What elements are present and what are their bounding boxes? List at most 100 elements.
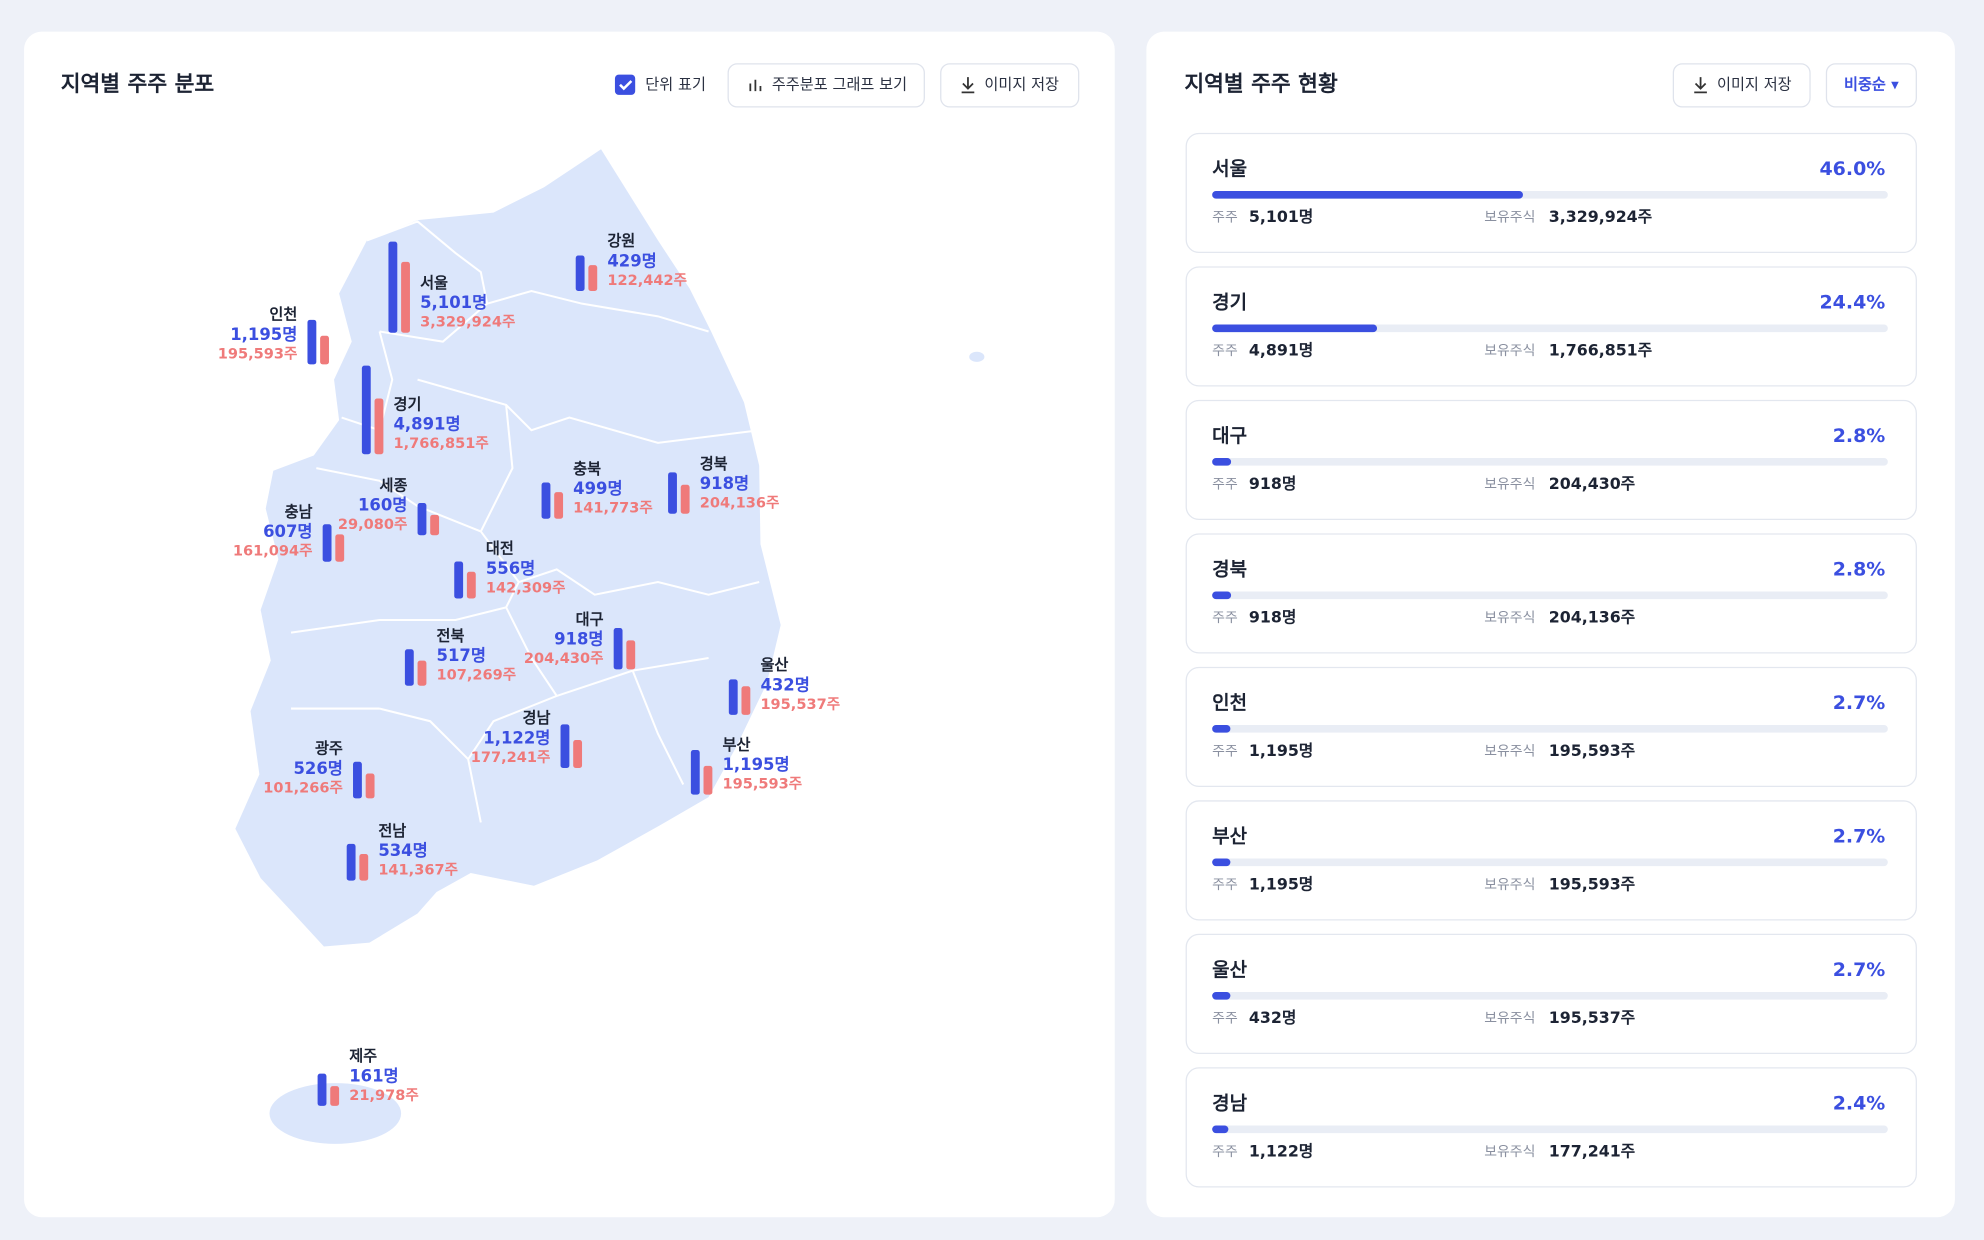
korea-map	[235, 149, 985, 1144]
holders-caption: 주주	[1212, 610, 1238, 626]
shares-bar	[626, 640, 636, 670]
progress-track	[1212, 725, 1888, 733]
shares-bar	[554, 492, 564, 519]
small-island	[969, 351, 985, 362]
holders-label: 1,122명	[483, 728, 550, 747]
region-name: 경북	[1212, 559, 1247, 581]
shares-bar	[430, 514, 440, 536]
shares-bar	[741, 686, 751, 715]
region-name: 경남	[522, 709, 550, 727]
region-name: 전북	[437, 627, 465, 645]
percent-label: 2.7%	[1833, 692, 1886, 714]
region-name: 울산	[760, 656, 788, 674]
region-name: 경기	[1212, 292, 1247, 314]
region-name: 인천	[1212, 692, 1247, 714]
progress-bar	[1212, 725, 1231, 733]
region-name: 부산	[1212, 826, 1247, 848]
shares-label: 122,442주	[607, 272, 687, 289]
unit-toggle[interactable]: 단위 표기	[614, 74, 706, 95]
shares-bar	[365, 773, 375, 799]
download-icon	[1694, 77, 1707, 94]
shares-label: 141,367주	[378, 862, 458, 879]
holders-bar	[388, 241, 398, 333]
shares-label: 195,537주	[760, 696, 840, 713]
region-name: 제주	[349, 1047, 377, 1065]
holders-bar	[361, 365, 371, 455]
region-name: 대구	[576, 611, 604, 629]
region-name: 울산	[1212, 959, 1247, 981]
holders-label: 517명	[437, 646, 486, 665]
checkbox[interactable]	[614, 74, 636, 95]
button-frame[interactable]	[940, 63, 1080, 108]
holders-label: 161명	[349, 1066, 398, 1085]
shares-label: 161,094주	[233, 543, 313, 560]
jeju-island	[269, 1083, 402, 1144]
sort-button[interactable]: 비중순 ▾	[1825, 63, 1917, 108]
holders-value: 918명	[1249, 608, 1297, 627]
holders-value: 918명	[1249, 474, 1297, 493]
holders-label: 607명	[263, 522, 312, 541]
region-name: 전남	[378, 822, 406, 840]
percent-label: 24.4%	[1819, 292, 1885, 314]
status-card: 울산 2.7% 주주 432명 보유주식 195,537주	[1185, 933, 1917, 1054]
region-name: 충남	[285, 503, 313, 521]
download-icon	[961, 77, 975, 94]
shares-bar	[466, 571, 476, 599]
shares-label: 204,430주	[524, 650, 604, 667]
holders-label: 432명	[760, 675, 809, 694]
shares-value: 177,241주	[1549, 1142, 1635, 1161]
holders-bar	[541, 482, 551, 519]
status-card: 서울 46.0% 주주 5,101명 보유주식 3,329,924주	[1185, 132, 1917, 254]
shares-bar	[320, 335, 329, 365]
button-frame[interactable]	[1825, 63, 1917, 108]
button-label: 주주분포 그래프 보기	[772, 75, 907, 93]
shares-bar	[401, 261, 410, 333]
shares-value: 204,136주	[1549, 608, 1635, 627]
holders-value: 4,891명	[1249, 341, 1314, 360]
progress-track	[1212, 591, 1888, 600]
holders-label: 556명	[486, 559, 535, 578]
shares-bar	[330, 1086, 340, 1106]
shares-label: 29,080주	[338, 516, 408, 533]
shares-label: 107,269주	[437, 667, 517, 684]
holders-label: 499명	[573, 479, 622, 498]
holders-caption: 주주	[1212, 1011, 1238, 1027]
graph-button[interactable]: 주주분포 그래프 보기	[727, 63, 925, 108]
save-button[interactable]: 이미지 저장	[1672, 63, 1811, 108]
mainland	[235, 149, 781, 947]
holders-bar	[317, 1073, 327, 1106]
shares-value: 204,430주	[1549, 474, 1635, 493]
button-label: 이미지 저장	[984, 75, 1059, 93]
holders-bar	[668, 472, 677, 514]
holders-value: 1,122명	[1249, 1142, 1314, 1161]
region-name: 서울	[420, 274, 448, 292]
progress-bar	[1212, 1125, 1229, 1134]
holders-bar	[690, 750, 700, 795]
holders-caption: 주주	[1212, 744, 1238, 760]
percent-label: 2.8%	[1833, 425, 1886, 447]
status-card: 경남 2.4% 주주 1,122명 보유주식 177,241주	[1185, 1067, 1917, 1188]
region-name: 대구	[1212, 425, 1247, 447]
holders-label: 918명	[700, 474, 749, 493]
percent-label: 2.4%	[1833, 1092, 1886, 1114]
button-frame[interactable]	[727, 63, 925, 108]
region-name: 서울	[1212, 158, 1247, 180]
button-label: 이미지 저장	[1717, 75, 1792, 93]
shares-bar	[680, 484, 690, 514]
percent-label: 2.7%	[1833, 826, 1886, 848]
button-frame[interactable]	[1672, 63, 1811, 108]
holders-value: 5,101명	[1249, 207, 1314, 226]
save-button[interactable]: 이미지 저장	[940, 63, 1080, 108]
